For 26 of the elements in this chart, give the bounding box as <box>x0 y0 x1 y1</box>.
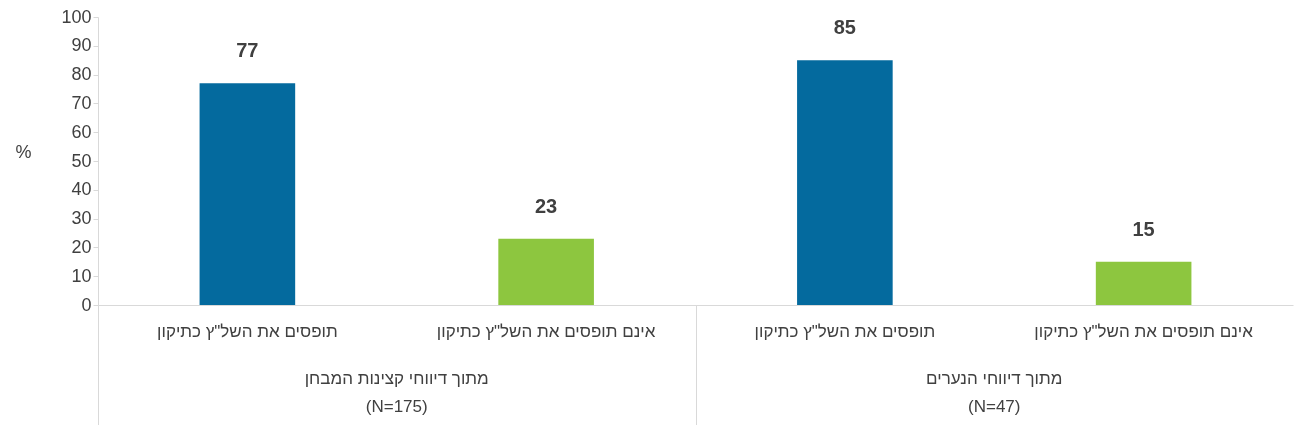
y-tick-label: 40 <box>71 179 92 200</box>
y-tick-label: 50 <box>71 150 92 171</box>
data-label: 15 <box>1132 217 1155 240</box>
text: מתוך דיווחי קצינות המבחן (N=175) <box>303 368 490 418</box>
bar <box>1095 261 1192 305</box>
bar <box>498 238 594 305</box>
y-tick-label: 100 <box>61 6 92 27</box>
y-tick-label: 10 <box>71 265 92 286</box>
x-tick-label: תופסים את השל"ץ כתיקון <box>754 321 936 341</box>
text: מתוך דיווחי הנערים (N=47) <box>925 368 1064 418</box>
x-tick-label: אינם תופסים את השל"ץ כתיקון <box>436 321 656 341</box>
y-tick-label: 0 <box>81 294 92 315</box>
y-axis-title: % <box>15 141 32 162</box>
data-label: 77 <box>236 39 259 62</box>
x-tick-label: תופסים את השל"ץ כתיקון <box>157 321 338 341</box>
y-tick-label: 30 <box>71 208 92 229</box>
data-label: 85 <box>833 16 856 39</box>
bar <box>199 83 296 305</box>
bar <box>797 60 893 305</box>
y-tick-label: 80 <box>71 64 92 85</box>
y-tick-label: 90 <box>71 35 92 56</box>
y-tick-label: 70 <box>71 92 92 113</box>
y-tick-label: 20 <box>71 236 92 257</box>
data-label: 23 <box>535 194 558 217</box>
x-tick-label: אינם תופסים את השל"ץ כתיקון <box>1034 321 1254 341</box>
y-tick-label: 60 <box>71 121 92 142</box>
